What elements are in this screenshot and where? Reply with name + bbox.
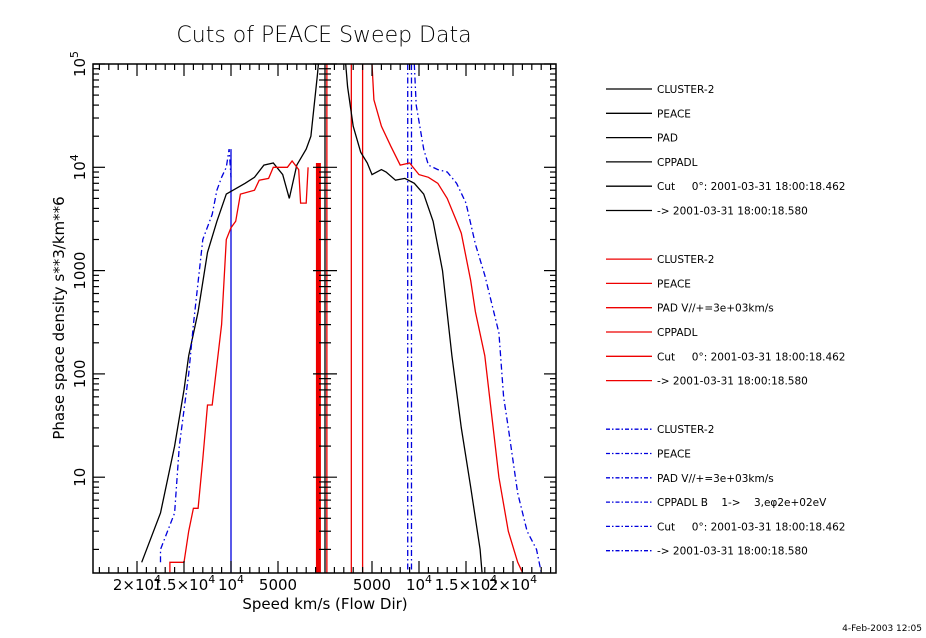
y-tick-label: 1000 bbox=[71, 252, 89, 290]
series-line-5 bbox=[413, 64, 542, 573]
series-line-0 bbox=[141, 64, 320, 563]
legend-label: CPPADL bbox=[657, 327, 698, 339]
plot-area bbox=[141, 64, 542, 573]
legend-label: -> 2001-03-31 18:00:18.580 bbox=[657, 546, 808, 558]
x-tick-label: 104 bbox=[406, 573, 432, 594]
x-tick-label: 1.5×104 bbox=[435, 573, 498, 594]
legend: CLUSTER-2 PEACE PAD CPPADL Cut 0°: 2001-03-3… bbox=[606, 84, 846, 558]
legend-label: PAD V//+=3e+03km/s bbox=[657, 303, 774, 315]
legend-label: CPPADL B 1-> 3,eφ2e+02eV bbox=[657, 497, 827, 509]
y-tick-label: 100 bbox=[71, 360, 89, 389]
x-tick-label: 5000 bbox=[259, 576, 297, 594]
series-line-2 bbox=[169, 159, 309, 573]
x-axis-label: Speed km/s (Flow Dir) bbox=[242, 595, 407, 613]
y-tick-label: 10 bbox=[71, 468, 89, 487]
chart-title: Cuts of PEACE Sweep Data bbox=[176, 23, 471, 48]
x-tick-label: 1.5×104 bbox=[153, 573, 216, 594]
legend-label: CLUSTER-2 bbox=[657, 254, 714, 266]
legend-label: PAD V//+=3e+03km/s bbox=[657, 473, 774, 485]
x-tick-label: 5000 bbox=[353, 576, 391, 594]
legend-label: CLUSTER-2 bbox=[657, 424, 714, 436]
legend-label: Cut 0°: 2001-03-31 18:00:18.462 bbox=[657, 521, 846, 533]
legend-label: PAD bbox=[657, 133, 678, 145]
legend-label: -> 2001-03-31 18:00:18.580 bbox=[657, 206, 808, 218]
series-line-1 bbox=[345, 64, 483, 573]
series-line-3 bbox=[371, 64, 523, 573]
legend-label: PEACE bbox=[657, 108, 691, 120]
legend-label: -> 2001-03-31 18:00:18.580 bbox=[657, 376, 808, 388]
y-axis-label: Phase space density s**3/km**6 bbox=[50, 196, 68, 439]
series-line-4 bbox=[159, 149, 232, 563]
x-tick-label: 104 bbox=[218, 573, 244, 594]
legend-label: PEACE bbox=[657, 278, 691, 290]
x-tick-label: 2×104 bbox=[489, 573, 537, 594]
legend-label: Cut 0°: 2001-03-31 18:00:18.462 bbox=[657, 351, 846, 363]
timestamp: 4-Feb-2003 12:05 bbox=[842, 624, 922, 634]
y-tick-label: 104 bbox=[68, 154, 89, 180]
legend-label: CPPADL bbox=[657, 157, 698, 169]
y-tick-label: 105 bbox=[68, 51, 89, 77]
legend-label: PEACE bbox=[657, 449, 691, 461]
x-tick-label: 2×104 bbox=[113, 573, 161, 594]
legend-label: CLUSTER-2 bbox=[657, 84, 714, 96]
legend-label: Cut 0°: 2001-03-31 18:00:18.462 bbox=[657, 181, 846, 193]
